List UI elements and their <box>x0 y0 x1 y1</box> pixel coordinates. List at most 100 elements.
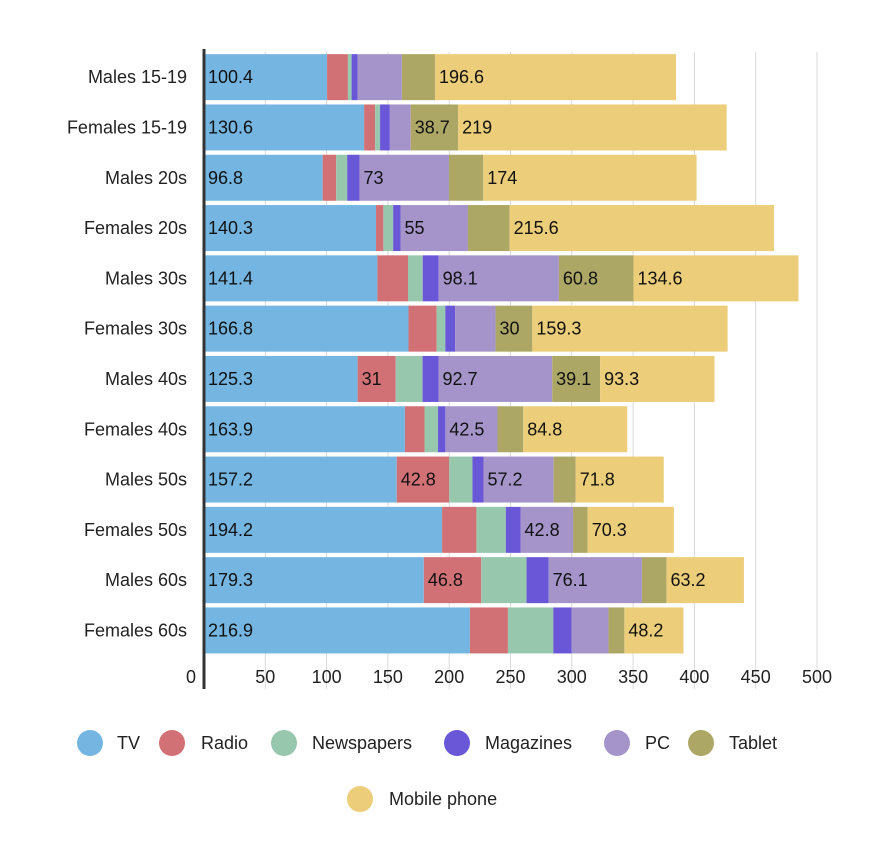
x-tick-label-250: 250 <box>495 667 525 687</box>
category-label-males-20s: Males 20s <box>105 168 187 188</box>
bar-magazines-males-50s <box>472 456 484 503</box>
bar-tablet-females-60s <box>608 607 625 654</box>
data-label-pc-males-60s: 76.1 <box>553 570 588 590</box>
bar-mobile-phone-males-60s <box>666 557 744 604</box>
bar-pc-females-15-19 <box>389 104 411 151</box>
category-label-females-15-19: Females 15-19 <box>67 117 187 137</box>
bars <box>204 54 799 654</box>
data-label-tablet-females-30s: 30 <box>500 319 520 339</box>
bar-mobile-phone-males-30s <box>633 255 799 302</box>
bar-tablet-females-30s <box>495 305 533 352</box>
data-label-pc-males-20s: 73 <box>363 168 383 188</box>
category-label-females-60s: Females 60s <box>84 620 187 640</box>
category-label-males-30s: Males 30s <box>105 268 187 288</box>
category-labels: Males 15-19 Females 15-19 Males 20s Females… <box>67 67 187 640</box>
legend-swatch-tablet <box>688 730 714 756</box>
legend-label-mobile-phone: Mobile phone <box>389 789 497 809</box>
bar-tv-females-15-19 <box>204 104 365 151</box>
legend-label-radio: Radio <box>201 733 248 753</box>
category-label-males-40s: Males 40s <box>105 369 187 389</box>
x-tick-label-150: 150 <box>373 667 403 687</box>
data-label-pc-females-40s: 42.5 <box>449 419 484 439</box>
legend-swatch-mobile-phone <box>347 786 373 812</box>
bar-magazines-males-30s <box>422 255 439 302</box>
data-label-tv-males-30s: 141.4 <box>208 268 253 288</box>
bar-pc-females-20s <box>400 205 468 252</box>
bar-magazines-females-60s <box>553 607 572 654</box>
category-label-females-30s: Females 30s <box>84 319 187 339</box>
bar-tv-females-30s <box>204 305 409 352</box>
bar-newspapers-males-20s <box>336 154 348 201</box>
bar-tablet-males-15-19 <box>401 54 435 101</box>
bar-radio-females-40s <box>404 406 425 453</box>
bar-tablet-males-20s <box>448 154 484 201</box>
x-tick-label-200: 200 <box>434 667 464 687</box>
bar-pc-males-30s <box>438 255 559 302</box>
bar-magazines-females-15-19 <box>380 104 390 151</box>
bar-newspapers-males-60s <box>481 557 527 604</box>
category-label-males-50s: Males 50s <box>105 470 187 490</box>
legend-swatch-pc <box>604 730 630 756</box>
bar-pc-females-30s <box>455 305 496 352</box>
legend-swatch-tv <box>77 730 103 756</box>
data-label-mobile-phone-females-15-19: 219 <box>462 117 492 137</box>
bar-newspapers-females-40s <box>424 406 439 453</box>
bar-pc-males-60s <box>548 557 642 604</box>
legend: TV Radio Newspapers Magazines PC Tablet Mobile… <box>77 730 777 812</box>
data-label-mobile-phone-males-30s: 134.6 <box>637 268 682 288</box>
bar-magazines-females-40s <box>438 406 446 453</box>
x-axis-ticks: 0 50 100 150 200 250 300 350 400 450 500 <box>186 667 832 687</box>
bar-radio-males-15-19 <box>327 54 348 101</box>
bar-newspapers-females-15-19 <box>375 104 381 151</box>
bar-radio-females-20s <box>376 205 384 252</box>
data-label-mobile-phone-females-30s: 159.3 <box>536 319 581 339</box>
x-tick-label-100: 100 <box>312 667 342 687</box>
bar-tablet-males-60s <box>641 557 667 604</box>
data-label-tv-males-15-19: 100.4 <box>208 67 253 87</box>
bar-radio-males-30s <box>377 255 409 302</box>
category-label-females-20s: Females 20s <box>84 218 187 238</box>
legend-label-tablet: Tablet <box>729 733 777 753</box>
bar-pc-males-50s <box>483 456 554 503</box>
data-label-tv-males-50s: 157.2 <box>208 470 253 490</box>
bar-radio-females-30s <box>408 305 437 352</box>
x-tick-label-0: 0 <box>186 667 196 687</box>
bar-tablet-males-30s <box>558 255 634 302</box>
data-label-mobile-phone-females-20s: 215.6 <box>514 218 559 238</box>
x-tick-label-50: 50 <box>255 667 275 687</box>
bar-mobile-phone-females-40s <box>523 406 628 453</box>
bar-tablet-females-20s <box>467 205 510 252</box>
data-label-tv-males-60s: 179.3 <box>208 570 253 590</box>
bar-magazines-males-40s <box>422 355 439 402</box>
data-label-mobile-phone-males-40s: 93.3 <box>604 369 639 389</box>
x-tick-label-350: 350 <box>618 667 648 687</box>
data-label-tv-males-40s: 125.3 <box>208 369 253 389</box>
bar-pc-females-60s <box>571 607 609 654</box>
bar-mobile-phone-females-20s <box>509 205 774 252</box>
bar-mobile-phone-females-30s <box>532 305 728 352</box>
bar-tv-males-30s <box>204 255 378 302</box>
legend-swatch-radio <box>159 730 185 756</box>
legend-swatch-newspapers <box>271 730 297 756</box>
bar-tablet-females-50s <box>573 506 588 553</box>
data-label-pc-males-40s: 92.7 <box>443 369 478 389</box>
bar-radio-males-40s <box>357 355 396 402</box>
bar-magazines-males-60s <box>526 557 549 604</box>
data-label-pc-males-30s: 98.1 <box>443 268 478 288</box>
bar-pc-males-15-19 <box>357 54 402 101</box>
bar-mobile-phone-males-15-19 <box>434 54 677 101</box>
bar-tablet-females-40s <box>497 406 524 453</box>
bar-newspapers-females-50s <box>476 506 506 553</box>
bar-tv-males-20s <box>204 154 323 201</box>
bar-mobile-phone-females-60s <box>624 607 684 654</box>
bar-magazines-females-30s <box>445 305 456 352</box>
bar-newspapers-males-40s <box>395 355 423 402</box>
data-label-tv-females-30s: 166.8 <box>208 319 253 339</box>
bar-tablet-males-40s <box>552 355 601 402</box>
data-label-tv-females-60s: 216.9 <box>208 620 253 640</box>
bar-radio-females-15-19 <box>364 104 376 151</box>
data-labels: 100.4 196.6 130.6 38.7 219 96.8 73 174 140.3 55 21… <box>208 67 705 640</box>
category-label-males-60s: Males 60s <box>105 570 187 590</box>
bar-tv-females-20s <box>204 205 377 252</box>
